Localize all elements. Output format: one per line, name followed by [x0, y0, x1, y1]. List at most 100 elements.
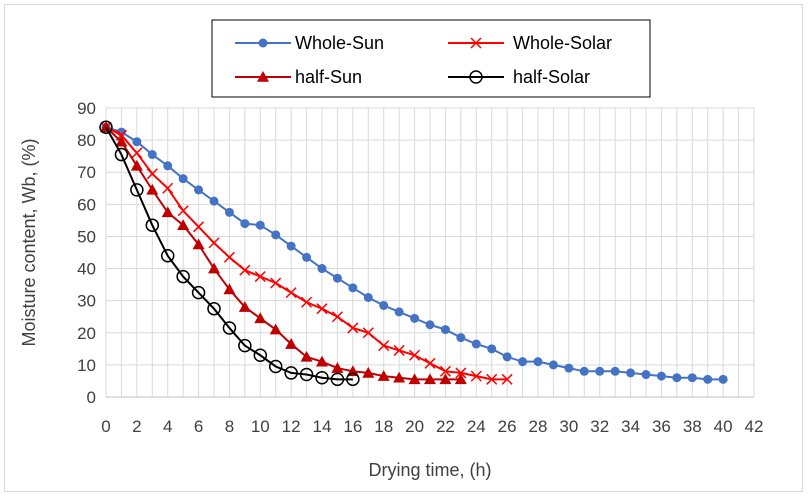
- data-point: [255, 220, 265, 230]
- data-point: [286, 241, 296, 251]
- data-point: [146, 183, 159, 195]
- data-point: [409, 349, 421, 361]
- data-point: [145, 218, 160, 232]
- gridlines: [105, 107, 755, 398]
- data-point: [239, 264, 251, 276]
- x-tick-label: 32: [590, 417, 609, 436]
- data-point-stroke: [162, 182, 174, 194]
- data-point: [209, 196, 219, 206]
- data-point: [330, 372, 345, 387]
- x-tick-label: 8: [225, 417, 234, 436]
- x-tick-label: 0: [101, 417, 110, 436]
- data-point: [469, 70, 483, 84]
- data-point: [178, 174, 188, 184]
- data-point: [703, 374, 713, 384]
- data-point: [316, 303, 328, 315]
- series-line: [105, 126, 353, 381]
- x-tick-label: 20: [405, 417, 424, 436]
- data-point: [332, 273, 342, 283]
- data-point: [208, 237, 220, 249]
- data-point: [176, 269, 190, 284]
- data-point: [257, 71, 269, 82]
- data-point: [299, 367, 314, 382]
- data-point: [253, 348, 268, 363]
- chart-area: 0 10 20 30 40 50 60 70 80 90 0 2 4 6 8 10 12 14 16 18 20 22 24…: [4, 4, 803, 492]
- data-point: [486, 373, 498, 385]
- data-point: [424, 373, 436, 385]
- data-point-stroke: [347, 322, 359, 334]
- y-tick-label: 20: [77, 324, 96, 343]
- data-point-stroke: [455, 367, 467, 379]
- data-point: [147, 150, 157, 160]
- legend-entry: Whole-Sun: [235, 33, 384, 53]
- data-point: [393, 344, 405, 356]
- data-point: [238, 338, 252, 353]
- data-point: [194, 185, 204, 195]
- x-tick-label: 26: [498, 417, 517, 436]
- data-point-stroke: [362, 327, 374, 339]
- data-point: [410, 313, 420, 323]
- data-point: [456, 333, 466, 343]
- data-point: [161, 206, 174, 218]
- x-tick-label: 10: [251, 417, 270, 436]
- data-point: [254, 271, 266, 283]
- data-point: [595, 366, 605, 376]
- x-tick-label: 36: [652, 417, 671, 436]
- data-point: [100, 121, 112, 133]
- data-point: [377, 370, 390, 381]
- data-point: [132, 137, 142, 147]
- x-tick-label: 28: [529, 417, 548, 436]
- data-point: [533, 357, 543, 367]
- data-point: [408, 373, 421, 385]
- data-point: [362, 366, 375, 378]
- data-point-stroke: [254, 271, 266, 283]
- y-tick-label: 60: [77, 195, 96, 214]
- x-tick-label: 40: [714, 417, 733, 436]
- x-tick-label: 18: [374, 417, 393, 436]
- data-point-stroke: [424, 357, 436, 369]
- data-point: [222, 321, 237, 335]
- data-point-stroke: [501, 373, 513, 385]
- data-point: [191, 285, 206, 300]
- data-point: [300, 350, 313, 362]
- series-line: [105, 126, 461, 381]
- data-point: [207, 301, 221, 316]
- data-point: [393, 371, 406, 383]
- data-point: [378, 340, 390, 352]
- data-point-stroke: [208, 237, 220, 249]
- data-point: [131, 147, 143, 159]
- x-tick-label: 22: [436, 417, 455, 436]
- data-point: [487, 344, 497, 354]
- data-point: [114, 147, 129, 162]
- data-point: [285, 287, 297, 299]
- data-point: [331, 362, 344, 373]
- data-point-stroke: [470, 37, 482, 49]
- data-point-stroke: [223, 251, 235, 263]
- data-point-stroke: [193, 221, 205, 233]
- data-point-stroke: [393, 344, 405, 356]
- data-point: [440, 325, 450, 335]
- x-tick-label: 30: [559, 417, 578, 436]
- data-point: [471, 339, 481, 349]
- legend-label: half-Sun: [295, 67, 362, 87]
- data-point: [470, 37, 482, 49]
- data-point: [362, 327, 374, 339]
- data-point: [258, 38, 268, 48]
- data-point: [626, 368, 636, 378]
- y-tick-label: 30: [77, 292, 96, 311]
- y-axis-title: Moisture content, Wb, (%): [19, 138, 39, 346]
- data-point: [317, 264, 327, 274]
- data-point-stroke: [439, 365, 451, 377]
- series-half-sun: [100, 121, 467, 385]
- legend-box: [211, 19, 651, 98]
- legend-label: Whole-Sun: [295, 33, 384, 53]
- x-tick-label: 38: [683, 417, 702, 436]
- series-whole-sun: [101, 122, 728, 384]
- data-point: [394, 307, 404, 317]
- data-point: [160, 248, 175, 263]
- data-point: [130, 159, 143, 171]
- y-tick-label: 0: [87, 388, 96, 407]
- y-tick-label: 10: [77, 356, 96, 375]
